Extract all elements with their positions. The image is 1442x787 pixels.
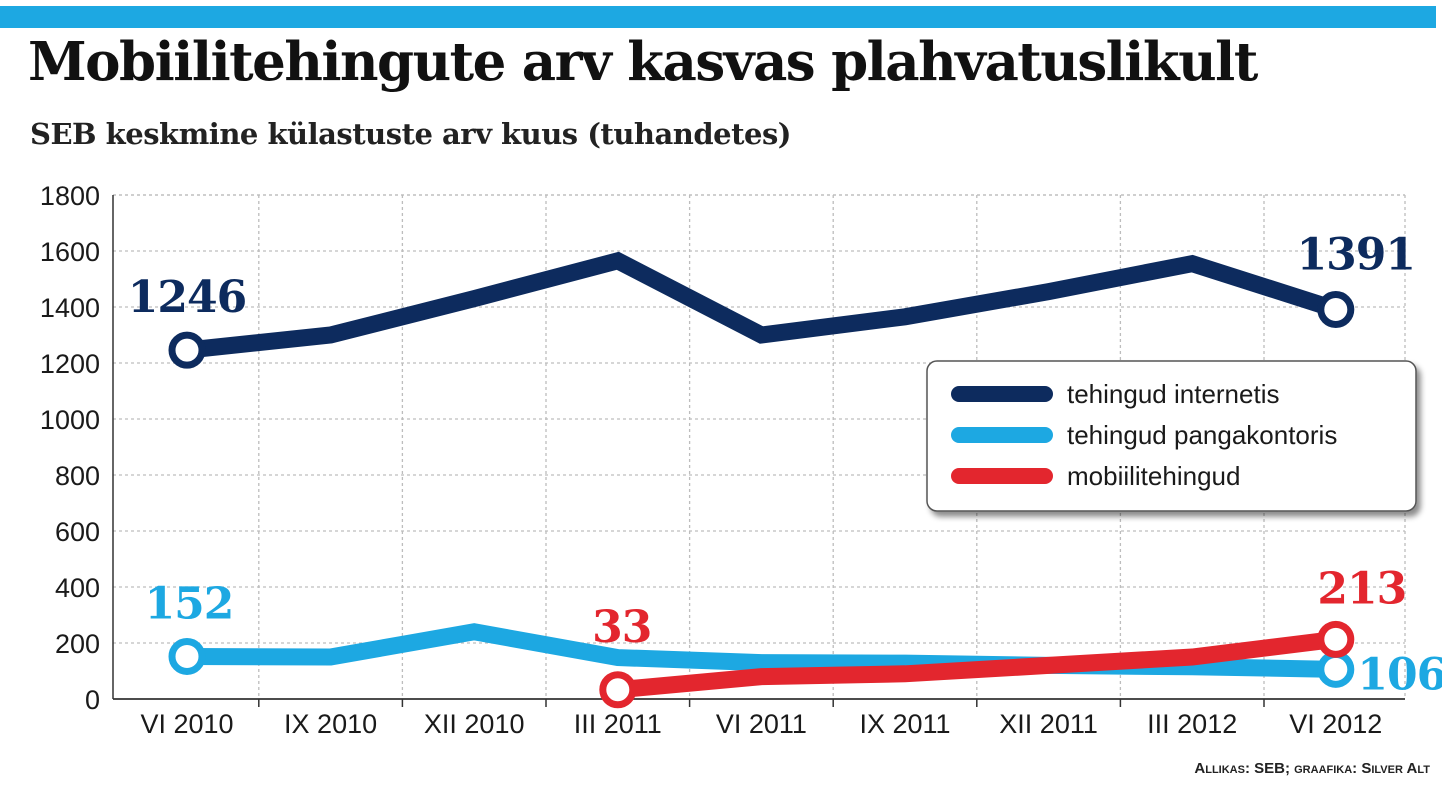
x-tick-label: VI 2012 [1289,709,1382,739]
data-point-marker [1317,291,1355,329]
series-line-1 [186,251,1339,359]
y-tick-label: 1600 [40,237,100,267]
data-value-label: 1391 [1297,230,1415,281]
chart-title: Mobiilitehingute arv kasvas plahvatuslik… [28,31,1258,93]
data-point-marker [168,331,206,369]
x-tick-label: IX 2011 [859,709,950,739]
data-point-marker [1317,620,1355,658]
chart-subtitle: SEB keskmine külastuste arv kuus (tuhand… [30,117,792,151]
y-tick-label: 1200 [40,349,100,379]
data-labels: 1246 1391 152 106 33 213 [128,230,1442,701]
data-point-marker [168,637,206,675]
data-value-label: 1246 [128,272,246,323]
axes: 0 200 400 600 800 1000 1200 1400 1600 1800 VI 2010… [40,181,1405,739]
legend-label: tehingud pangakontoris [1067,420,1337,450]
x-tick-label: XII 2010 [424,709,525,739]
series-line-3 [617,630,1337,699]
y-tick-label: 400 [55,573,100,603]
x-tick-label: III 2012 [1147,709,1237,739]
data-value-label: 106 [1357,649,1442,700]
x-tick-label: III 2011 [574,709,662,739]
y-tick-label: 1000 [40,405,100,435]
legend-label: mobiilitehingud [1067,461,1240,491]
x-tick-label: VI 2011 [716,709,807,739]
top-accent-bar [0,6,1436,28]
y-tick-label: 1800 [40,181,100,211]
x-tick-label: VI 2010 [140,709,233,739]
source-credit: Allikas: SEB; graafika: Silver Alt [1194,760,1430,777]
y-tick-label: 0 [85,685,100,715]
data-value-label: 213 [1317,563,1406,614]
data-value-label: 33 [592,602,651,653]
x-tick-label: IX 2010 [284,709,377,739]
data-point-marker [1317,650,1355,688]
data-value-label: 152 [145,578,234,629]
series-group [168,251,1355,709]
y-tick-label: 200 [55,629,100,659]
y-tick-label: 600 [55,517,100,547]
legend: tehingud internetis tehingud pangakontori… [926,360,1417,512]
y-tick-label: 800 [55,461,100,491]
legend-label: tehingud internetis [1067,379,1279,409]
data-point-marker [599,671,637,709]
y-tick-label: 1400 [40,293,100,323]
x-tick-label: XII 2011 [999,709,1098,739]
